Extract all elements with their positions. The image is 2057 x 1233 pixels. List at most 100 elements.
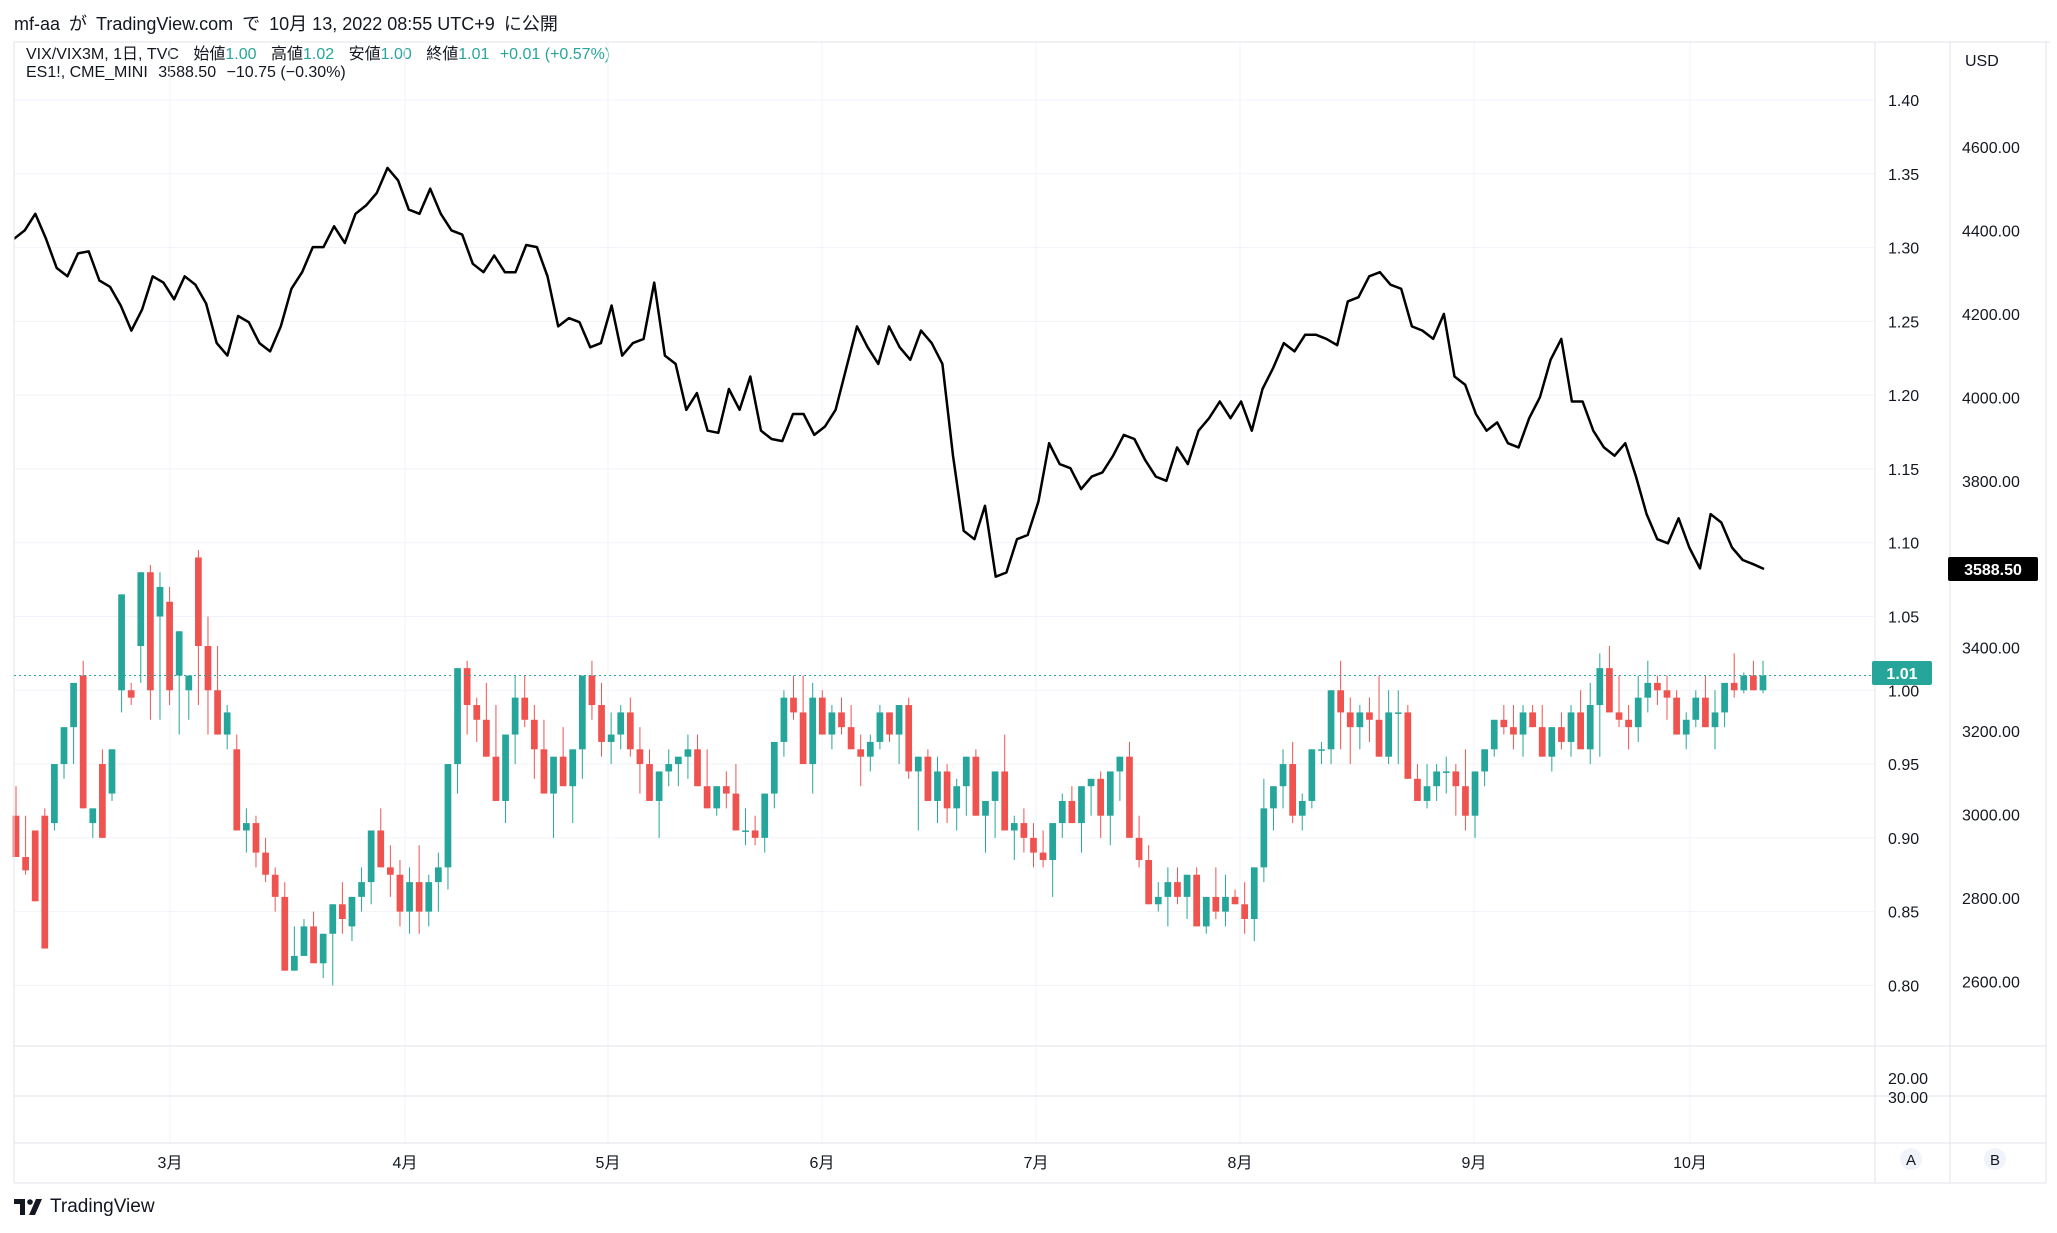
candle-body [742,830,749,832]
candle [1164,867,1172,927]
candle-body [665,764,673,772]
candle-body [195,557,202,647]
candle [1174,867,1181,905]
candle [511,675,519,765]
candle-body [1020,823,1028,838]
site-name[interactable]: TradingView.com [96,14,234,34]
candle-body [1423,786,1431,801]
candle [1673,690,1680,735]
candle [578,675,586,779]
candle-body [1615,712,1623,720]
legend-ratio-symbol[interactable]: VIX/VIX3M, 1日, TVC [26,46,179,63]
candle [502,734,509,824]
candle-body [118,594,125,691]
candle [99,749,106,838]
candle-body [607,734,615,742]
candle [1337,660,1345,750]
candle-body [1385,712,1393,757]
candle [415,845,423,934]
candle [1020,808,1028,853]
candle-body [847,727,855,750]
candle [646,749,653,801]
candle-body [1154,896,1162,905]
candle-body [780,697,788,742]
candle [1202,896,1210,934]
candle-body [617,712,625,735]
legend-close-value: 1.01 [458,46,490,63]
left-axis[interactable]: 1.40 1.35 1.30 1.25 1.20 1.15 1.10 1.05 1.00 0.95… [1888,93,1928,1107]
candle-body [108,749,116,794]
candle [1116,756,1124,801]
candle [1586,682,1594,765]
candle [89,808,97,838]
auto-scale-label: A [1906,1152,1916,1169]
candle-body [425,882,433,912]
candle [914,756,922,831]
candle-body [1414,778,1421,801]
candle [425,874,433,927]
b-scale-button[interactable]: B [1984,1148,2006,1170]
currency-label: USD [1965,53,1999,70]
candle-body [233,749,241,831]
candle-body [991,771,999,801]
candle-body [799,712,807,765]
candle-body [1135,837,1143,860]
candle [742,808,749,846]
candle [1759,660,1767,694]
legend-es-symbol[interactable]: ES1!, CME_MINI [26,64,148,81]
candle-body [22,857,29,871]
candle-body [972,756,980,816]
candle-body [1250,867,1258,920]
candle [127,682,135,706]
candle [1577,690,1584,750]
candle-body [703,786,711,809]
candle [569,749,577,824]
candle-body [1759,675,1767,691]
right-axis[interactable]: 4600.00 4400.00 4200.00 4000.00 3800.00 3400.… [1962,140,2020,991]
candle-body [886,712,893,735]
candle [329,904,337,986]
auto-scale-button[interactable]: A [1900,1148,1922,1170]
candle [780,690,788,757]
candle-body [521,697,529,720]
candle-body [1298,800,1306,816]
candle-body [1116,756,1124,772]
candle [953,778,961,831]
candle [1404,705,1412,779]
candle [761,793,769,853]
candle-body [1212,896,1220,912]
candle-body [732,793,740,831]
candle [262,837,269,883]
time-axis[interactable]: 3月 4月 5月 6月 7月 8月 9月 10月 [158,1155,1707,1172]
author-name[interactable]: mf-aa [14,14,61,34]
candle [214,646,221,735]
candle-body [1087,778,1095,787]
candle-body [454,668,461,765]
publish-header: mf-aa が TradingView.com で 10月 13, 2022 0… [14,10,562,36]
candle [108,749,116,801]
candle-body [1231,896,1239,905]
candle [1039,830,1047,868]
candle [1289,741,1297,824]
candle-body [1001,771,1009,831]
right-axis-tick-label: 2800.00 [1962,891,2020,908]
candle-body [1490,719,1498,750]
candle [137,572,145,683]
candle-body [1711,712,1719,728]
candle [684,734,692,779]
candle [1740,672,1748,694]
candle-body [1702,697,1709,728]
candle-body [339,904,346,920]
candle [790,675,797,720]
tradingview-brand[interactable]: TradingView [14,1196,155,1218]
candle-body [175,631,183,676]
candle [1030,823,1037,868]
candle-body [89,808,97,824]
candle [703,749,711,809]
candle-body [1366,712,1373,720]
candle [1462,749,1469,831]
candle-body [99,764,106,838]
right-axis-tick-label: 3000.00 [1962,808,2020,825]
candle-body [271,874,279,897]
